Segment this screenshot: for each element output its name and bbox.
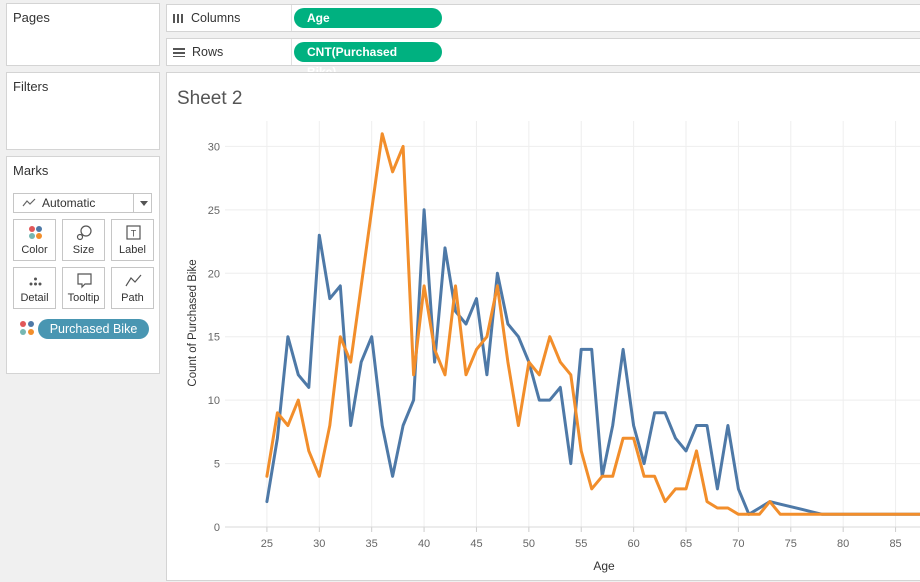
color-button-label: Color xyxy=(21,244,48,256)
x-tick-label: 55 xyxy=(575,538,587,550)
color-field-pill[interactable]: Purchased Bike xyxy=(38,319,149,339)
y-tick-label: 15 xyxy=(208,332,220,344)
path-button[interactable]: Path xyxy=(111,267,154,309)
detail-button-label: Detail xyxy=(20,292,49,304)
y-axis-ticks: 0 5 10 15 20 25 30 xyxy=(208,141,220,534)
x-tick-label: 65 xyxy=(680,538,692,550)
y-tick-label: 25 xyxy=(208,205,220,217)
rows-icon xyxy=(173,48,185,57)
y-tick-label: 10 xyxy=(208,395,220,407)
x-tick-label: 70 xyxy=(732,538,744,550)
y-tick-label: 30 xyxy=(208,141,220,153)
tooltip-button-label: Tooltip xyxy=(67,292,100,304)
y-tick-label: 20 xyxy=(208,268,220,280)
mark-type-dropdown[interactable]: Automatic xyxy=(13,193,152,213)
color-button[interactable]: Color xyxy=(13,219,56,261)
x-tick-label: 40 xyxy=(418,538,430,550)
x-tick-label: 30 xyxy=(313,538,325,550)
dropdown-divider xyxy=(133,194,134,212)
chevron-down-icon xyxy=(140,201,148,206)
columns-shelf-label: Columns xyxy=(173,5,240,31)
line-chart[interactable]: 25 30 35 40 45 50 55 60 65 70 75 80 85 051015202530 … xyxy=(167,73,920,582)
y-tick-label: 0 xyxy=(214,522,220,534)
color-dots-icon xyxy=(29,226,42,239)
label-button-label: Label xyxy=(119,244,146,256)
size-button[interactable]: Size xyxy=(62,219,105,261)
chart-grid xyxy=(225,121,920,528)
x-axis-title: Age xyxy=(593,559,615,573)
marks-card: Marks Automatic Color Size T Label Detai… xyxy=(6,156,160,374)
size-icon xyxy=(76,225,92,241)
size-button-label: Size xyxy=(72,244,95,256)
series-line-0[interactable] xyxy=(265,208,920,516)
x-axis-ticks: 25 30 35 40 45 50 55 60 65 70 75 80 85 xyxy=(225,526,920,550)
x-tick-label: 25 xyxy=(261,538,273,550)
color-legend-icon xyxy=(20,321,34,335)
columns-shelf[interactable]: Columns Age xyxy=(166,4,920,32)
x-tick-label: 85 xyxy=(889,538,901,550)
rows-shelf[interactable]: Rows CNT(Purchased Bike) xyxy=(166,38,920,79)
x-tick-label: 60 xyxy=(628,538,640,550)
mark-type-label: Automatic xyxy=(42,196,96,210)
tooltip-button[interactable]: Tooltip xyxy=(62,267,105,309)
columns-icon xyxy=(173,14,183,23)
path-icon xyxy=(125,274,142,287)
pages-card: Pages xyxy=(6,3,160,66)
marks-title: Marks xyxy=(13,163,49,178)
x-tick-label: 75 xyxy=(785,538,797,550)
detail-icon xyxy=(29,277,42,286)
shelf-divider xyxy=(291,5,292,31)
columns-label-text: Columns xyxy=(191,11,241,25)
label-button[interactable]: T Label xyxy=(111,219,154,261)
series-line-1[interactable] xyxy=(265,132,920,516)
rows-pill-cnt-purchased-bike[interactable]: CNT(Purchased Bike) xyxy=(294,42,442,79)
tooltip-icon xyxy=(77,273,92,289)
pages-title: Pages xyxy=(13,10,50,25)
sheet-view: Sheet 2 25 30 35 40 45 50 55 60 65 70 75 80 85 0 5 10 1… xyxy=(166,72,920,581)
rows-label-text: Rows xyxy=(192,45,224,59)
path-button-label: Path xyxy=(121,292,144,304)
x-tick-label: 50 xyxy=(523,538,535,550)
sheet-title: Sheet 2 xyxy=(177,88,243,109)
x-tick-label: 80 xyxy=(837,538,849,550)
shelf-divider xyxy=(291,39,292,65)
x-tick-label: 35 xyxy=(366,538,378,550)
filters-title: Filters xyxy=(13,79,49,94)
line-mark-icon xyxy=(22,198,36,207)
chart-lines xyxy=(265,132,920,516)
svg-text:T: T xyxy=(131,229,137,239)
y-axis-title: Count of Purchased Bike xyxy=(187,259,199,386)
y-tick-label: 5 xyxy=(214,459,220,471)
filters-card[interactable]: Filters xyxy=(6,72,160,150)
rows-shelf-label: Rows xyxy=(173,39,223,65)
columns-pill-age[interactable]: Age xyxy=(294,8,442,28)
x-tick-label: 45 xyxy=(470,538,482,550)
detail-button[interactable]: Detail xyxy=(13,267,56,309)
label-icon: T xyxy=(126,225,141,240)
